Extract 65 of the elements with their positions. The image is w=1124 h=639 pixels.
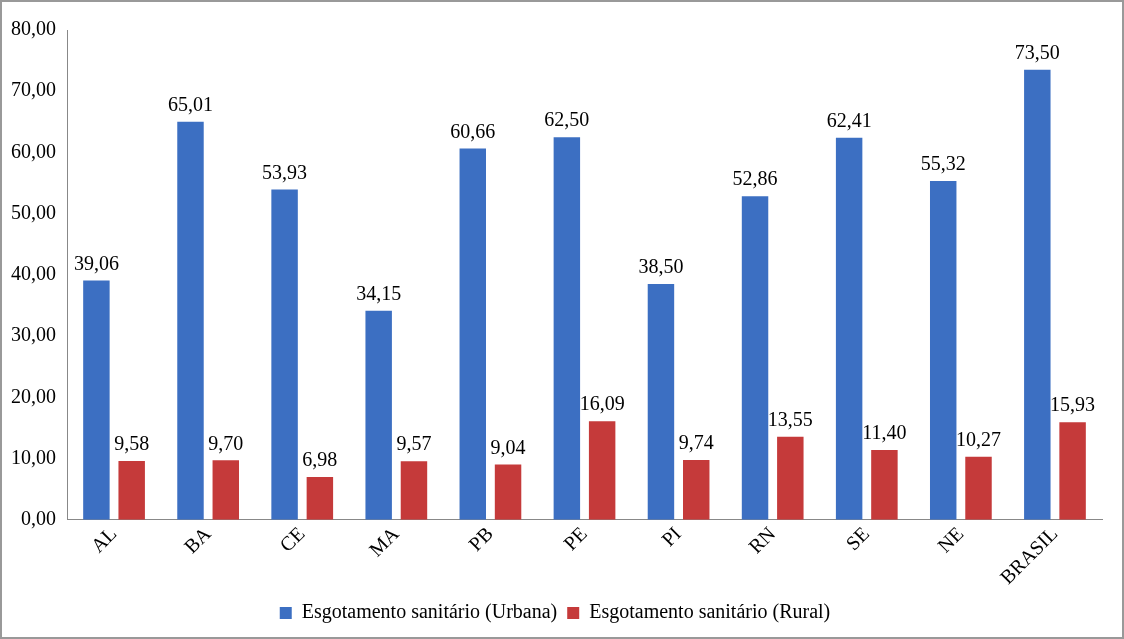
bar [683, 460, 710, 520]
data-label: 62,50 [544, 108, 590, 131]
y-tick-label: 20,00 [11, 384, 56, 407]
bar [459, 148, 486, 520]
y-tick-label: 40,00 [11, 262, 56, 285]
x-tick-label: CE [275, 522, 309, 556]
data-label: 9,04 [490, 435, 526, 458]
x-tick-label: BA [179, 521, 216, 558]
y-tick-label: 60,00 [11, 139, 56, 162]
bar [777, 436, 804, 520]
bar [1059, 422, 1086, 520]
bar [741, 196, 769, 520]
bar [271, 189, 298, 520]
legend-label: Esgotamento sanitário (Urbana) [301, 600, 558, 624]
bar [83, 280, 110, 520]
x-tick-label: PE [558, 522, 592, 555]
data-label: 39,06 [73, 251, 119, 274]
legend-label: Esgotamento sanitário (Rural) [589, 600, 831, 624]
y-tick-label: 80,00 [11, 17, 56, 40]
x-tick-label: PI [656, 522, 686, 551]
bar [118, 461, 145, 520]
data-label: 9,74 [678, 431, 714, 454]
x-tick-label: AL [86, 522, 121, 557]
data-label: 9,58 [114, 432, 150, 455]
bar [553, 137, 581, 520]
y-tick-label: 10,00 [11, 445, 56, 468]
bar [871, 449, 898, 520]
x-tick-label: PB [464, 522, 497, 556]
data-label: 55,32 [920, 152, 966, 175]
bar [647, 284, 675, 520]
data-label: 15,93 [1050, 393, 1096, 416]
data-label: 38,50 [638, 255, 684, 278]
bar [588, 421, 616, 520]
y-tick-label: 30,00 [11, 323, 56, 346]
x-tick-label: RN [744, 522, 780, 558]
data-label: 6,98 [302, 448, 338, 471]
data-label: 60,66 [450, 119, 496, 142]
data-label: 11,40 [862, 421, 907, 444]
data-label: 53,93 [262, 160, 308, 183]
x-tick-label: NE [932, 522, 968, 557]
y-tick-label: 70,00 [11, 78, 56, 101]
bar [177, 121, 204, 520]
bar [306, 477, 334, 520]
bar [965, 456, 992, 520]
bar [365, 310, 392, 520]
bar [400, 461, 428, 520]
data-label: 34,15 [356, 281, 402, 304]
data-label: 65,01 [167, 93, 213, 116]
y-tick-label: 0,00 [21, 506, 56, 529]
bar [494, 464, 522, 520]
data-label: 62,41 [826, 108, 872, 131]
data-label: 10,27 [956, 428, 1002, 451]
data-label: 9,57 [396, 432, 432, 455]
y-tick-label: 50,00 [11, 200, 56, 223]
bar [1024, 69, 1051, 520]
bar [929, 181, 957, 520]
data-label: 73,50 [1014, 41, 1060, 64]
data-label: 9,70 [208, 431, 244, 454]
data-label: 52,86 [732, 167, 778, 190]
x-tick-label: SE [841, 522, 874, 555]
data-label: 16,09 [579, 392, 625, 415]
bar [835, 137, 863, 520]
data-label: 13,55 [767, 408, 813, 431]
x-tick-label: MA [364, 521, 404, 561]
bar [212, 460, 240, 520]
